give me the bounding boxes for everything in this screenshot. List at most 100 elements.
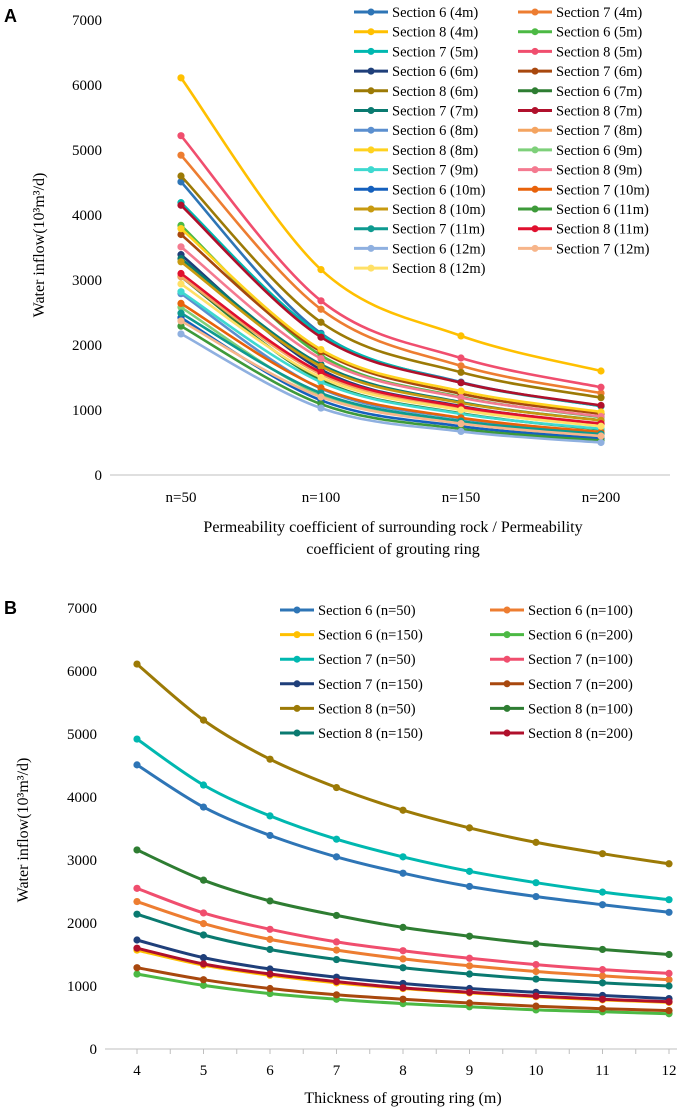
data-point: [532, 992, 540, 1000]
x-tick-label: 12: [662, 1063, 677, 1079]
panel-b-legend: Section 6 (n=50) Section 6 (n=100) Section…: [280, 603, 633, 742]
series-line: [180, 272, 602, 425]
data-point: [532, 892, 540, 901]
data-point: [332, 955, 341, 964]
data-point: [332, 938, 341, 946]
legend-label: Section 7 (4m): [556, 5, 642, 21]
legend-label: Section 8 (11m): [556, 222, 649, 238]
series-line: [136, 662, 670, 866]
legend-swatch-marker: [531, 185, 539, 193]
legend-label: Section 7 (10m): [556, 182, 650, 198]
y-tick-label: 5000: [72, 143, 102, 159]
data-point: [457, 406, 465, 414]
legend-label: Section 6 (6m): [392, 64, 478, 80]
legend-item: Section 6 (12m): [354, 241, 486, 257]
legend-item: Section 8 (6m): [354, 84, 478, 100]
data-point: [317, 345, 325, 354]
data-point: [597, 367, 605, 375]
legend-swatch-marker: [367, 244, 375, 252]
panel-a-x-ticks: n=50 n=100 n=150 n=200: [166, 490, 621, 506]
data-point: [177, 258, 185, 266]
data-point: [266, 812, 274, 820]
legend-label: Section 7 (6m): [556, 64, 642, 80]
data-point: [266, 897, 274, 905]
data-point: [133, 735, 141, 743]
legend-item: Section 7 (9m): [354, 163, 478, 179]
data-point: [597, 401, 605, 410]
legend-swatch-marker: [531, 244, 539, 252]
data-point: [199, 954, 208, 962]
data-point: [399, 955, 407, 963]
legend-label: Section 7 (11m): [392, 222, 485, 238]
legend-label: Section 8 (6m): [392, 84, 478, 100]
data-point: [133, 884, 141, 892]
series-line: [180, 319, 602, 438]
panel-a-x-axis-title-line-1: Permeability coefficient of surrounding …: [203, 519, 582, 536]
data-point: [317, 333, 325, 341]
series-6: [133, 884, 673, 978]
legend-item: Section 7 (n=50): [280, 652, 416, 668]
data-point: [465, 962, 474, 970]
panel-b-y-axis-title: Water inflow(10³m³/d): [15, 758, 32, 903]
data-point: [598, 966, 607, 974]
data-point: [465, 988, 474, 996]
legend-swatch-marker: [367, 166, 375, 174]
y-tick-label: 2000: [72, 338, 102, 354]
legend-item: Section 7 (12m): [518, 241, 650, 257]
series-25: [177, 330, 605, 447]
data-point: [199, 976, 208, 984]
legend-item: Section 8 (n=150): [280, 726, 423, 742]
legend-item: Section 7 (n=200): [490, 677, 633, 693]
legend-label: Section 6 (9m): [556, 143, 642, 159]
data-point: [465, 824, 474, 832]
x-tick-label: 9: [466, 1063, 474, 1079]
data-point: [199, 920, 208, 928]
y-tick-label: 4000: [67, 790, 97, 806]
data-point: [199, 981, 208, 989]
legend-swatch-marker: [531, 8, 539, 16]
y-tick-label: 1000: [67, 979, 97, 995]
legend-swatch-marker: [367, 146, 375, 154]
legend-label: Section 7 (n=200): [528, 677, 633, 693]
data-point: [332, 853, 341, 861]
legend-swatch-marker: [531, 146, 539, 154]
legend-swatch-marker: [531, 126, 539, 134]
series-11: [133, 910, 673, 990]
legend-swatch-marker: [367, 107, 375, 114]
legend-label: Section 8 (5m): [556, 44, 642, 60]
data-point: [317, 318, 325, 326]
data-point: [177, 243, 185, 251]
legend-swatch-marker: [503, 631, 511, 639]
legend-swatch-marker: [293, 680, 301, 688]
data-point: [266, 925, 274, 933]
legend-swatch-marker: [367, 47, 375, 55]
series-12: [177, 201, 605, 410]
data-point: [199, 960, 208, 968]
legend-swatch-marker: [293, 729, 301, 737]
data-point: [457, 394, 465, 402]
panel-b: B Water inflow(10³m³/d) 0 1000 2000 3000 400…: [4, 598, 677, 1107]
series-3: [177, 74, 605, 375]
legend-label: Section 8 (9m): [556, 163, 642, 179]
data-point: [317, 404, 325, 412]
data-point: [266, 989, 274, 998]
data-point: [532, 879, 540, 887]
data-point: [332, 835, 341, 843]
data-point: [597, 422, 605, 430]
legend-label: Section 8 (n=50): [318, 701, 416, 717]
legend-item: Section 6 (6m): [354, 64, 478, 80]
data-point: [597, 394, 605, 402]
x-tick-label: n=150: [442, 490, 480, 506]
data-point: [532, 838, 540, 846]
legend-item: Section 6 (8m): [354, 123, 478, 139]
legend-item: Section 6 (9m): [518, 143, 642, 159]
panel-a-label: A: [4, 6, 17, 26]
data-point: [598, 995, 607, 1003]
series-6: [177, 132, 605, 391]
legend-item: Section 8 (n=50): [280, 701, 416, 717]
series-12: [133, 944, 673, 1006]
data-point: [177, 178, 185, 186]
legend-item: Section 7 (4m): [518, 5, 642, 21]
legend-swatch-marker: [293, 655, 301, 663]
